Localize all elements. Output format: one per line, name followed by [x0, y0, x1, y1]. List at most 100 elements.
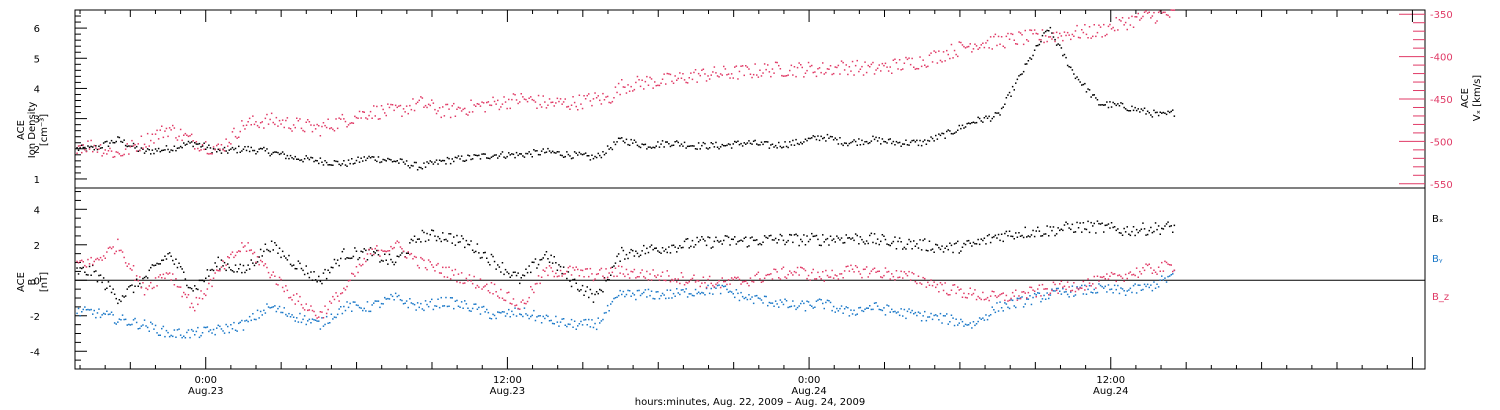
- bx-point: [135, 278, 138, 280]
- by-point: [839, 307, 841, 310]
- velocity-point: [586, 94, 588, 97]
- velocity-point: [498, 108, 501, 111]
- bz-point: [556, 275, 559, 278]
- by-point: [551, 322, 554, 325]
- velocity-point: [1041, 29, 1044, 31]
- bx-point: [925, 249, 928, 252]
- by-point: [798, 305, 800, 307]
- by-point: [1117, 284, 1119, 287]
- by-point: [223, 332, 226, 334]
- density-point: [266, 148, 268, 150]
- density-axis-label-line2: Ion Density: [27, 102, 38, 159]
- bx-point: [1173, 224, 1176, 227]
- density-point: [362, 160, 364, 162]
- bz-point: [1022, 291, 1025, 293]
- bz-point: [475, 287, 477, 289]
- density-point: [1146, 110, 1149, 112]
- bz-point: [1066, 281, 1069, 283]
- density-point: [156, 150, 158, 152]
- density-point: [807, 137, 810, 140]
- velocity-point: [561, 103, 563, 105]
- velocity-point: [971, 51, 973, 53]
- bz-point: [318, 316, 320, 318]
- by-point: [159, 334, 161, 336]
- velocity-point: [382, 108, 384, 111]
- velocity-point: [898, 59, 901, 61]
- density-point: [735, 141, 738, 143]
- density-point: [617, 137, 620, 139]
- by-point: [745, 296, 747, 299]
- by-point: [252, 313, 254, 315]
- by-point: [584, 318, 587, 321]
- bx-point: [272, 249, 274, 251]
- by-point: [564, 324, 566, 326]
- bx-point: [1005, 230, 1008, 233]
- bz-point: [944, 282, 946, 284]
- velocity-point: [1096, 31, 1099, 34]
- bx-point: [349, 257, 351, 260]
- by-point: [327, 322, 329, 324]
- bz-point: [270, 274, 273, 276]
- bx-point: [285, 257, 287, 259]
- velocity-point: [628, 90, 631, 92]
- by-point: [961, 320, 964, 323]
- velocity-point: [85, 150, 88, 153]
- by-point: [806, 300, 808, 302]
- bx-point: [1168, 225, 1171, 228]
- bx-point: [161, 259, 163, 262]
- density-point: [1070, 66, 1072, 69]
- bz-point: [828, 276, 830, 278]
- density-point: [702, 141, 705, 144]
- bx-point: [333, 258, 336, 261]
- density-point: [575, 152, 577, 154]
- by-point: [996, 302, 998, 304]
- by-point: [460, 301, 463, 303]
- by-point: [319, 328, 322, 330]
- density-point: [308, 158, 311, 161]
- velocity-point: [768, 71, 771, 73]
- bz-point: [1115, 280, 1117, 283]
- density-point: [272, 151, 274, 154]
- bx-point: [1156, 228, 1158, 231]
- density-point: [81, 144, 83, 146]
- by-point: [850, 309, 852, 311]
- by-point: [1082, 293, 1085, 295]
- bz-point: [81, 259, 83, 262]
- bz-point: [1079, 287, 1081, 289]
- bz-point: [508, 291, 510, 294]
- bz-point: [244, 245, 246, 247]
- bx-point: [1068, 227, 1070, 229]
- density-point: [1054, 38, 1056, 41]
- by-point: [410, 302, 413, 304]
- bz-point: [415, 256, 417, 259]
- by-point: [1068, 296, 1070, 298]
- bz-point: [1057, 292, 1059, 294]
- bz-point: [682, 276, 684, 278]
- bz-point: [545, 267, 548, 269]
- bz-point: [120, 249, 122, 252]
- density-point: [393, 160, 395, 162]
- velocity-point: [234, 135, 237, 138]
- by-point: [371, 304, 373, 306]
- density-point: [935, 134, 937, 137]
- velocity-point: [275, 116, 278, 119]
- bz-point: [1000, 293, 1003, 295]
- density-point: [627, 143, 629, 146]
- bz-point: [784, 276, 786, 278]
- by-point: [873, 302, 876, 304]
- velocity-point: [785, 75, 788, 77]
- bx-point: [858, 243, 860, 245]
- velocity-point: [693, 71, 695, 74]
- bz-point: [1129, 271, 1132, 273]
- by-point: [756, 294, 758, 297]
- by-point: [302, 318, 304, 321]
- velocity-point: [1170, 9, 1172, 11]
- bx-point: [418, 238, 420, 240]
- density-point: [971, 122, 973, 124]
- bz-point: [214, 272, 216, 274]
- density-point: [398, 162, 400, 164]
- bz-point: [724, 280, 727, 283]
- bz-point: [986, 296, 989, 299]
- by-point: [140, 325, 143, 327]
- bx-point: [708, 236, 711, 239]
